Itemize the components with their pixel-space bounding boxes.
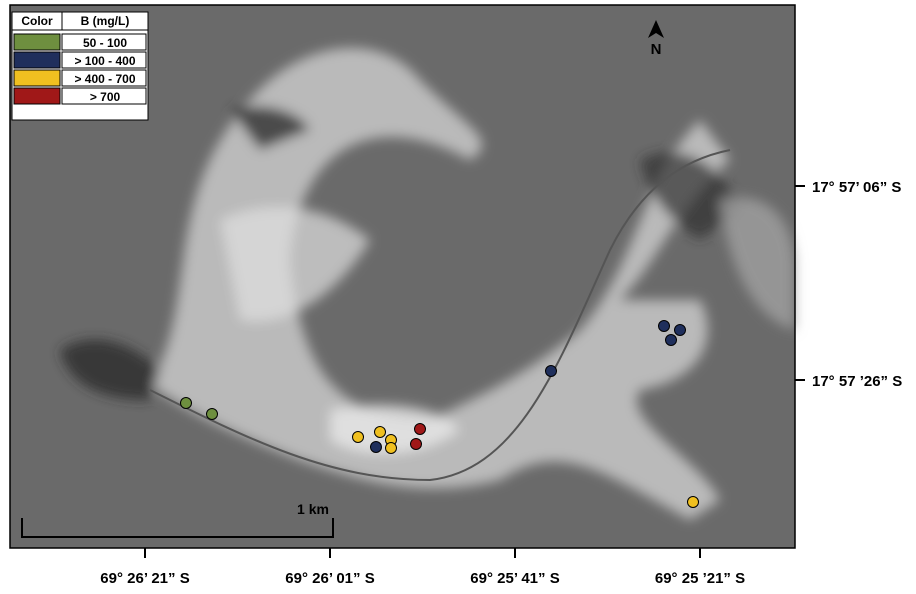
sample-point (207, 409, 218, 420)
legend-label: > 400 - 700 (74, 72, 135, 86)
legend-swatch (14, 52, 60, 68)
longitude-label: 69° 26’ 21” S (100, 570, 189, 587)
sample-point (675, 325, 686, 336)
legend-header: Color (21, 14, 53, 28)
sample-point (386, 443, 397, 454)
longitude-label: 69° 25 ’21” S (655, 570, 745, 587)
sample-point (411, 439, 422, 450)
legend-label: 50 - 100 (83, 36, 127, 50)
sample-point (181, 398, 192, 409)
legend-header: B (mg/L) (81, 14, 130, 28)
legend-label: > 700 (90, 90, 121, 104)
legend-label: > 100 - 400 (74, 54, 135, 68)
legend-swatch (14, 70, 60, 86)
north-label: N (651, 41, 662, 58)
latitude-label: 17° 57’ 06” S (812, 179, 901, 196)
sample-point (688, 497, 699, 508)
longitude-label: 69° 25’ 41” S (470, 570, 559, 587)
longitude-label: 69° 26’ 01” S (285, 570, 374, 587)
sample-point (666, 335, 677, 346)
legend-swatch (14, 88, 60, 104)
sample-point (415, 424, 426, 435)
legend: Color B (mg/L) 50 - 100 > 100 - 400 > 400 - … (12, 12, 148, 120)
sample-point (375, 427, 386, 438)
map-figure: N 1 km Color B (mg/L) 50 - 100 > 100 - 400 >… (0, 0, 916, 589)
sample-point (353, 432, 364, 443)
latitude-label: 17° 57 ’26” S (812, 373, 902, 390)
sample-point (659, 321, 670, 332)
legend-swatch (14, 34, 60, 50)
scale-bar-label: 1 km (297, 501, 329, 517)
sample-point (546, 366, 557, 377)
sample-point (371, 442, 382, 453)
